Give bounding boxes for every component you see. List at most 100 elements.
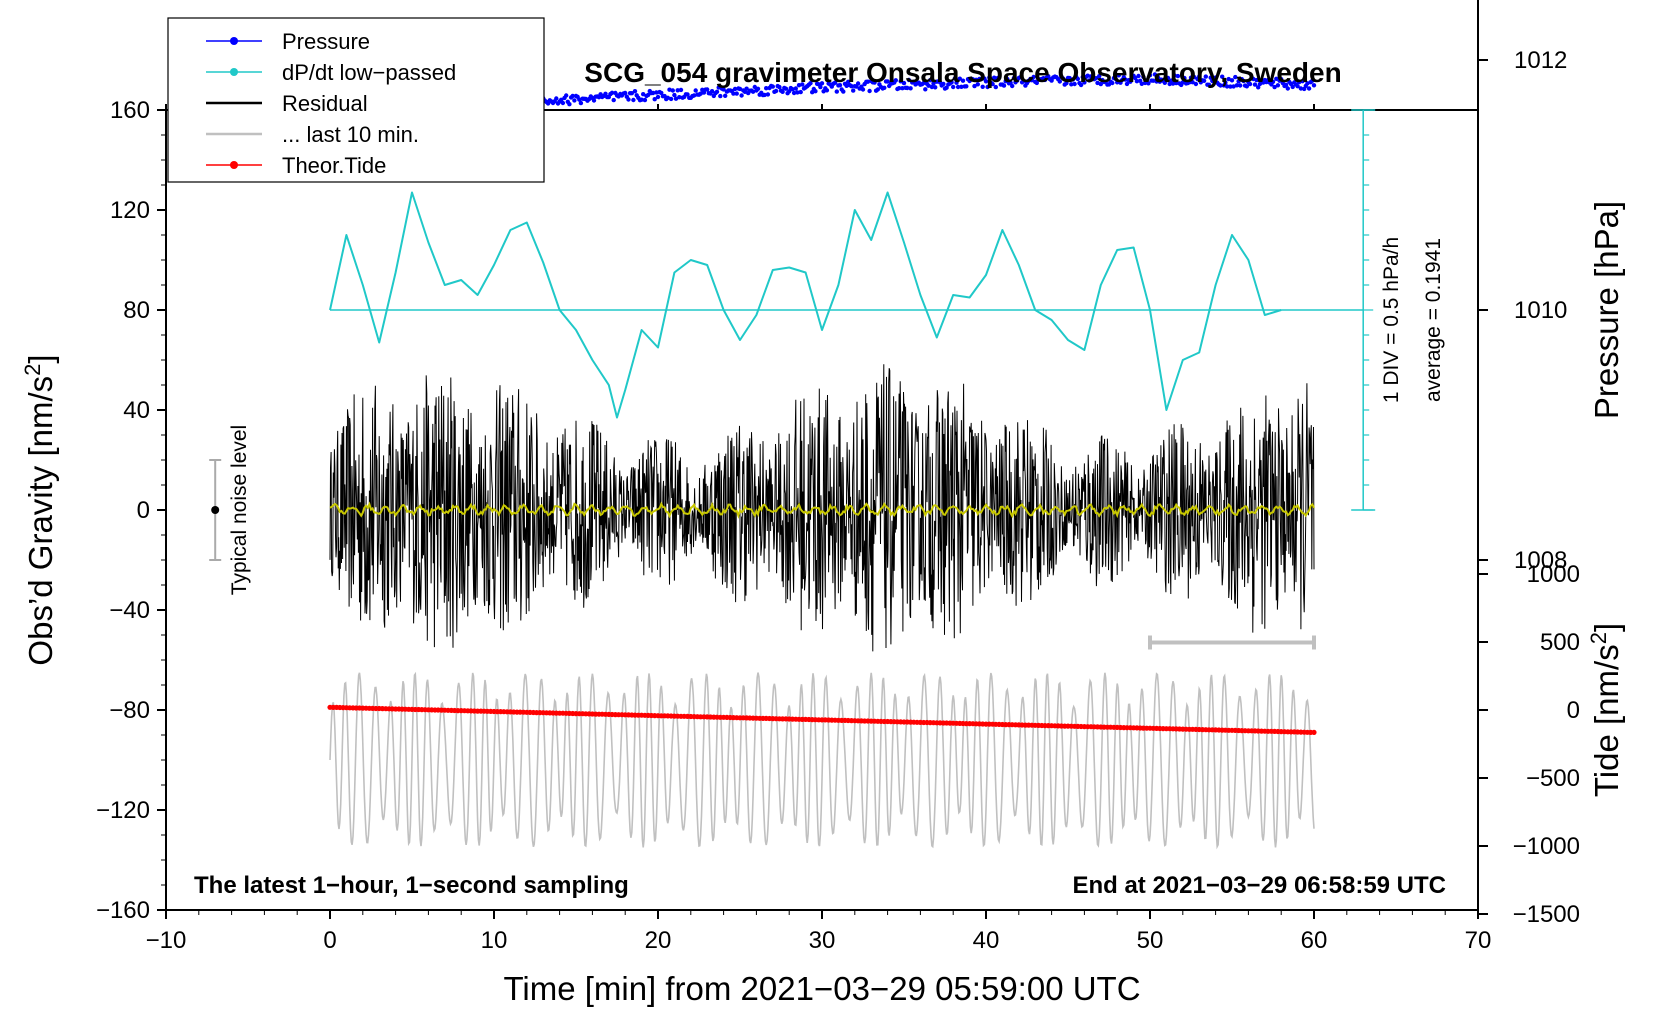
pressure-point <box>1093 76 1099 81</box>
pressure-point <box>1298 86 1304 91</box>
pressure-point <box>1070 77 1076 82</box>
legend-label: dP/dt low−passed <box>282 60 456 85</box>
pressure-point <box>1297 79 1302 85</box>
pressure-point <box>1134 79 1140 84</box>
pressure-point <box>955 84 961 90</box>
pressure-point <box>1187 80 1192 85</box>
legend-label: Theor.Tide <box>282 153 386 178</box>
pressure-point <box>795 90 800 95</box>
legend: Pressure dP/dt low−passed Residual ... last… <box>167 17 545 183</box>
pressure-point <box>1206 82 1212 88</box>
pressure-point <box>632 89 638 94</box>
pressure-point <box>721 87 726 92</box>
pressure-point <box>929 84 935 90</box>
tide-tick-label: −1500 <box>1513 901 1580 928</box>
pressure-point <box>1285 86 1291 91</box>
residual-line <box>329 364 1315 652</box>
pressure-point <box>591 98 597 103</box>
pressure-point <box>952 76 957 81</box>
pressure-point <box>1141 74 1146 80</box>
pressure-point <box>1272 84 1277 90</box>
pressure-point <box>872 80 877 85</box>
pressure-point <box>567 102 572 107</box>
x-tick-label: 20 <box>645 927 672 954</box>
pressure-point <box>841 89 846 94</box>
x-tick-label: 10 <box>481 927 508 954</box>
pressure-point <box>654 90 659 95</box>
pressure-point <box>734 91 739 96</box>
pressure-point <box>992 75 997 80</box>
tide-tick-label: 0 <box>1567 697 1580 724</box>
pressure-point <box>783 86 789 91</box>
y-axis-pressure-title: Pressure [hPa] <box>1588 201 1625 419</box>
pressure-point <box>1124 81 1130 87</box>
pressure-point <box>921 80 926 86</box>
pressure-point <box>739 93 744 98</box>
pressure-point <box>1031 74 1036 80</box>
pressure-point <box>996 75 1002 80</box>
pressure-point <box>901 80 907 86</box>
pressure-point <box>691 93 697 98</box>
pressure-point <box>1228 84 1233 89</box>
pressure-point <box>978 77 984 82</box>
pressure-point <box>731 91 736 96</box>
pressure-point <box>1236 79 1241 84</box>
pressure-point <box>675 88 680 93</box>
y-tick-label: 160 <box>110 97 150 124</box>
x-axis-title: Time [min] from 2021−03−29 05:59:00 UTC <box>503 970 1140 1007</box>
pressure-point <box>1306 86 1312 91</box>
pressure-point <box>1295 84 1300 89</box>
y-tick-label: −160 <box>96 897 150 924</box>
residual-lowpass-series <box>329 501 1315 519</box>
pressure-point <box>1203 74 1209 79</box>
pressure-point <box>985 84 990 90</box>
pressure-point <box>885 79 890 84</box>
pressure-tick-label: 1010 <box>1514 297 1567 324</box>
pressure-point <box>777 84 782 90</box>
pressure-point <box>1290 84 1295 90</box>
pressure-tick-label: 1008 <box>1514 547 1567 574</box>
x-tick-label: 50 <box>1137 927 1164 954</box>
pressure-point <box>1197 74 1202 79</box>
pressure-point <box>716 85 721 90</box>
x-tick-label: −10 <box>146 927 187 954</box>
pressure-point <box>1229 78 1235 83</box>
pressure-point <box>765 92 771 97</box>
pressure-point <box>1275 83 1281 88</box>
pressure-point <box>1244 84 1250 89</box>
pressure-point <box>1113 76 1118 82</box>
pressure-point <box>846 79 851 85</box>
pressure-point <box>642 97 648 103</box>
pressure-point <box>1075 76 1081 82</box>
pressure-point <box>1274 76 1279 82</box>
pressure-point <box>867 88 872 94</box>
legend-label: Residual <box>282 91 368 116</box>
pressure-point <box>572 98 577 103</box>
pressure-point <box>832 80 838 85</box>
sampling-note: The latest 1−hour, 1−second sampling <box>194 872 629 899</box>
pressure-point <box>944 85 949 90</box>
pressure-point <box>1152 72 1158 77</box>
pressure-point <box>1233 74 1238 80</box>
pressure-point <box>631 97 636 103</box>
pressure-point <box>987 75 992 80</box>
pressure-point <box>855 81 861 86</box>
pressure-point <box>677 95 682 100</box>
pressure-point <box>860 87 866 92</box>
pressure-point <box>1072 81 1077 87</box>
pressure-point <box>668 96 674 102</box>
pressure-point <box>926 83 931 88</box>
pressure-point <box>764 86 769 91</box>
pressure-point <box>796 83 802 88</box>
pressure-point <box>931 81 936 86</box>
pressure-point <box>800 82 805 87</box>
y-tick-label: −40 <box>109 597 150 624</box>
pressure-point <box>906 77 912 83</box>
pressure-point <box>1226 76 1231 82</box>
pressure-point <box>790 87 795 92</box>
pressure-point <box>941 81 946 87</box>
tide-tick-label: 1000 <box>1527 561 1580 588</box>
pressure-point <box>1154 79 1159 84</box>
pressure-point <box>1283 82 1289 88</box>
